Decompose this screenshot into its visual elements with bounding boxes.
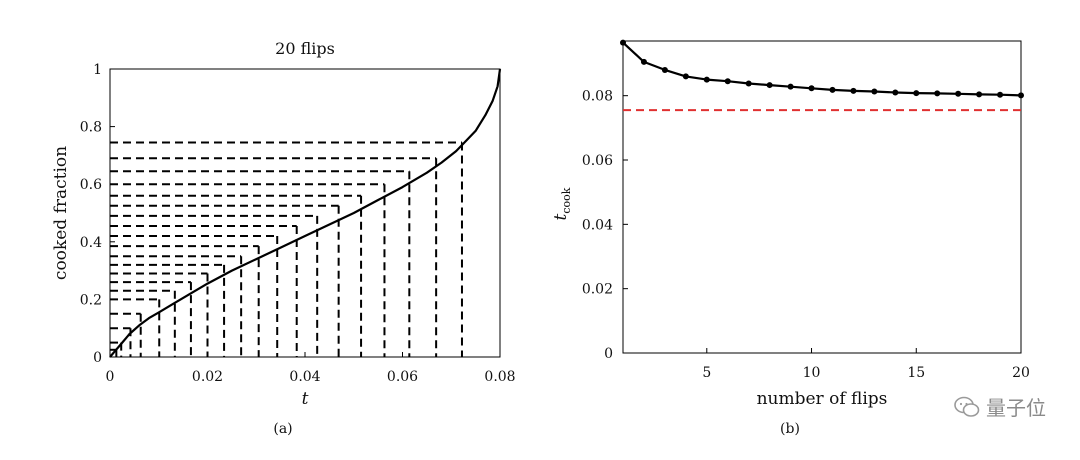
y-tick-label: 0.8 [80,120,102,136]
panel-a-x-ticks: 0 0.02 0.04 0.06 0.08 [106,352,516,385]
panel-a: 20 flips 0 0.02 0.04 0.06 0.08 0 0.2 0.4 0.6 0.8… [51,39,516,437]
y-tick-label: 0.6 [80,177,102,193]
panel-a-y-ticks: 0 0.2 0.4 0.6 0.8 1 [80,62,115,366]
data-point [934,90,941,97]
x-tick-label: 0.08 [484,369,515,385]
panel-b: 5 10 15 20 0 0.02 0.04 0.06 0.08 number of flip… [551,39,1030,437]
x-tick-label: 5 [702,365,711,381]
wechat-icon [954,396,980,417]
panel-b-xlabel: number of flips [757,389,888,409]
y-tick-label: 1 [93,62,102,78]
panel-b-ylabel: tcook [551,187,573,220]
x-tick-label: 20 [1012,365,1030,381]
data-point [976,91,983,98]
x-tick-label: 0.02 [192,369,223,385]
watermark-text: 量子位 [986,396,1046,420]
y-tick-label: 0.04 [582,217,613,233]
panel-a-caption: (a) [273,421,292,437]
y-tick-label: 0 [604,346,613,362]
y-tick-label: 0.02 [582,282,613,298]
watermark: 量子位 [954,392,1046,421]
data-point [871,88,878,95]
t-cook-curve [622,41,1022,97]
data-point [850,87,857,94]
y-tick-label: 0 [93,350,102,366]
y-tick-label: 0.2 [80,292,102,308]
data-point [682,73,689,80]
data-point [808,85,815,92]
x-tick-label: 10 [803,365,821,381]
cooked-fraction-curve [109,68,502,358]
y-tick-label: 0.4 [80,235,102,251]
data-point [766,82,773,89]
data-point [703,76,710,83]
x-tick-label: 0.04 [289,369,320,385]
panel-b-curve-group [622,41,1022,97]
x-tick-label: 0.06 [387,369,418,385]
data-point [955,90,962,97]
panel-a-xlabel: t [302,389,309,409]
panel-a-frame [109,68,501,358]
panel-b-ylabel-group: tcook [551,187,573,220]
data-point [640,58,647,65]
y-tick-label: 0.08 [582,89,613,105]
data-point [997,91,1004,98]
x-tick-label: 0 [106,369,115,385]
panel-b-caption: (b) [780,421,800,437]
x-tick-label: 15 [907,365,925,381]
panel-b-frame [622,40,1022,354]
panel-a-title: 20 flips [275,39,335,58]
data-point [892,89,899,96]
panel-b-x-ticks: 5 10 15 20 [702,348,1030,381]
panel-b-points [620,39,1024,99]
data-point [913,90,920,97]
data-point [620,39,626,46]
panel-a-flip-guides [110,141,463,357]
data-point [1018,92,1024,99]
data-point [724,78,731,85]
data-point [745,80,752,87]
data-point [661,66,668,73]
panel-a-curve-group [109,68,502,358]
panel-a-ylabel: cooked fraction [51,146,71,280]
data-point [787,83,794,90]
data-point [829,86,836,93]
panel-b-y-ticks: 0 0.02 0.04 0.06 0.08 [582,89,628,362]
y-tick-label: 0.06 [582,153,613,169]
